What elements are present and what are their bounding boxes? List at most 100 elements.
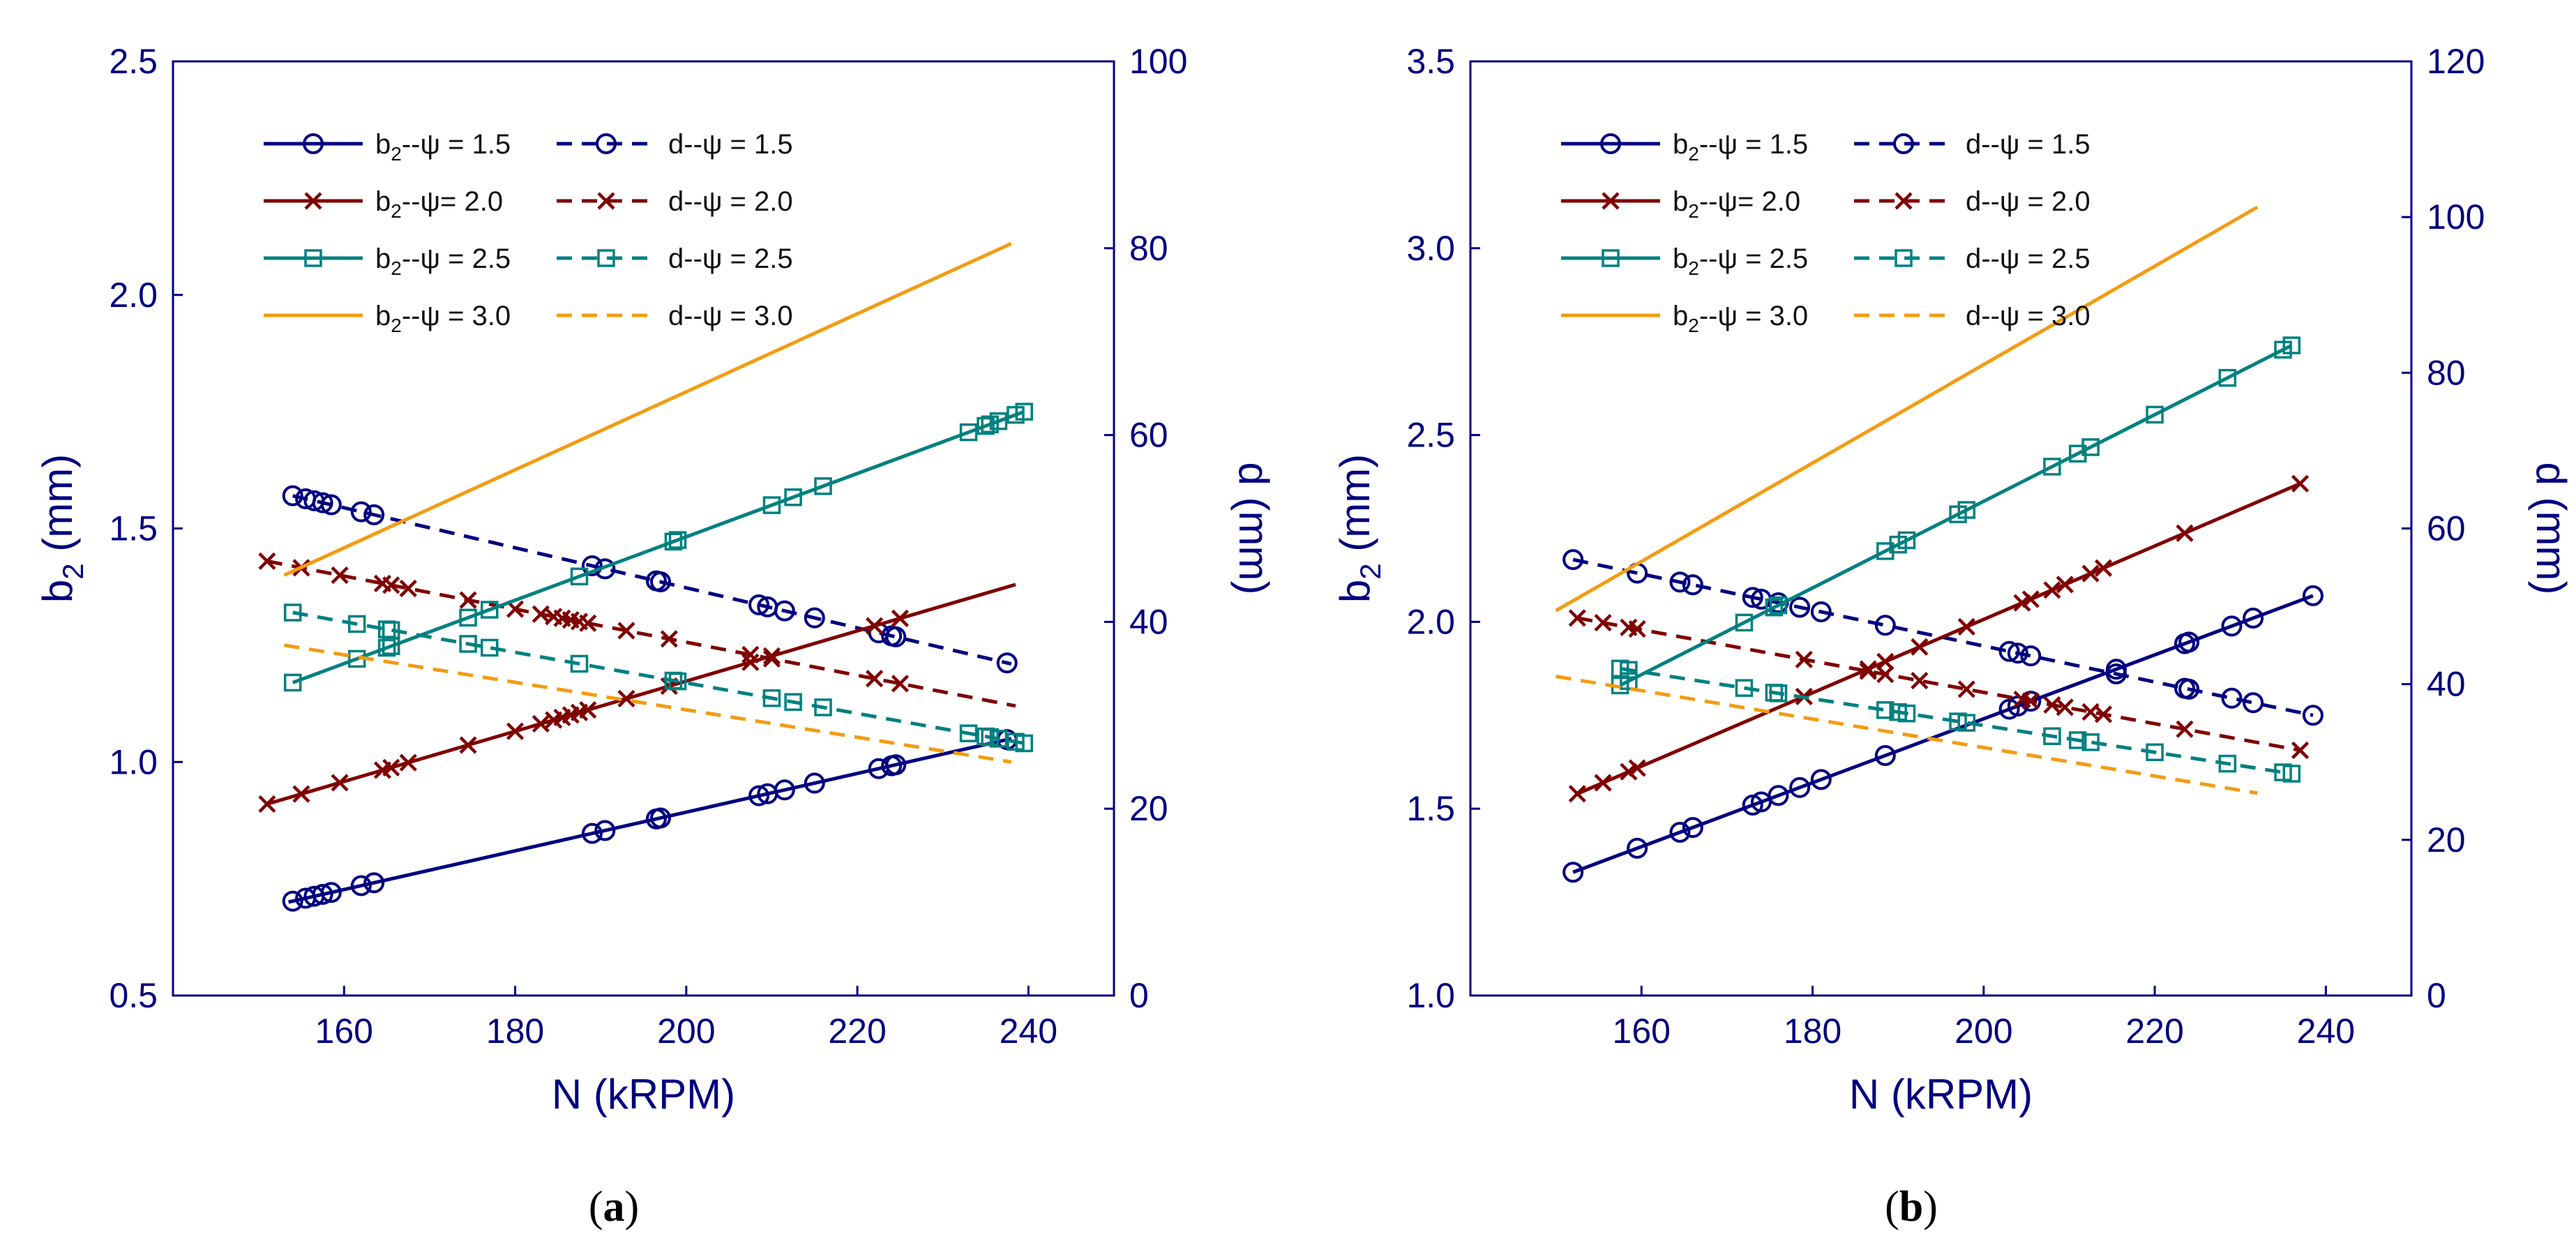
y-right-axis-label: d (mm): [2528, 463, 2575, 595]
data-point-marker: [1769, 684, 1788, 703]
data-point-marker: [350, 875, 372, 896]
data-point-marker: [258, 552, 276, 570]
legend-label: d--ψ = 1.5: [668, 129, 793, 160]
y-left-label-rest: (mm): [1332, 454, 1378, 564]
data-point-marker: [2243, 692, 2264, 714]
data-point-marker: [774, 779, 795, 801]
data-point-marker: [1876, 701, 1895, 719]
legend-label-b: b: [1673, 243, 1688, 274]
legend: b2--ψ = 1.5 d--ψ = 1.5b2--ψ= 2.0 d--ψ = 2.…: [1561, 129, 2091, 336]
legend-label: d--ψ = 2.5: [1966, 243, 2091, 274]
legend-label-sub: 2: [1688, 200, 1699, 222]
legend-label: b2--ψ = 2.5: [1673, 243, 1808, 279]
x-tick-label: 160: [315, 1012, 373, 1051]
legend-item: b2--ψ= 2.0: [264, 186, 503, 222]
legend-swatch-marker: [1895, 192, 1913, 210]
data-point-marker: [481, 638, 499, 657]
data-point-marker: [1765, 598, 1784, 617]
legend-label: d--ψ = 2.0: [668, 186, 793, 217]
y-right-tick-label: 20: [2427, 820, 2466, 859]
series-line: [1555, 205, 2259, 613]
data-point-marker: [885, 626, 907, 647]
data-point-marker: [312, 492, 333, 513]
data-point-marker: [2081, 564, 2100, 583]
data-point-marker: [1897, 531, 1916, 550]
data-point-marker: [399, 753, 417, 772]
data-point-marker: [2221, 687, 2243, 709]
data-point-marker: [2043, 727, 2061, 746]
data-point-marker: [650, 571, 672, 593]
panel-label: (b): [1885, 1183, 1938, 1231]
panel-label: (a): [589, 1183, 639, 1231]
legend-label-sub: 2: [1688, 143, 1699, 165]
series-b2-psi-2-0: [1568, 474, 2310, 803]
legend-swatch-marker: [1893, 133, 1914, 154]
data-point-marker: [1911, 638, 1929, 656]
data-point-marker: [459, 591, 477, 609]
data-point-marker: [668, 531, 687, 549]
legend: b2--ψ = 1.5 d--ψ = 1.5b2--ψ= 2.0 d--ψ = 2.…: [264, 129, 793, 336]
data-point-marker: [2146, 405, 2164, 424]
y-right-tick-label: 20: [1129, 789, 1168, 828]
panel-label-open: (: [589, 1183, 603, 1231]
data-point-marker: [1874, 745, 1896, 767]
y-right-tick-label: 40: [2427, 665, 2466, 704]
data-point-marker: [579, 701, 597, 719]
legend-swatch-marker: [304, 249, 322, 267]
panel-label-close: ): [625, 1183, 640, 1231]
legend-swatch-marker: [1600, 133, 1621, 154]
y-right-tick-label: 40: [1129, 602, 1168, 641]
legend-label-sub: 2: [1688, 257, 1699, 279]
legend-item: b2--ψ = 2.5: [264, 243, 511, 279]
series-line: [292, 610, 1025, 745]
legend-swatch-marker: [1895, 249, 1913, 267]
y-left-tick-label: 2.5: [109, 42, 158, 81]
data-point-marker: [1876, 652, 1895, 670]
data-point-marker: [1911, 672, 1929, 690]
series-b2-psi-3-0: [1555, 205, 2259, 613]
y-left-tick-label: 3.5: [1406, 42, 1455, 81]
data-point-marker: [1810, 769, 1832, 790]
data-point-marker: [1620, 661, 1638, 679]
data-point-marker: [283, 673, 302, 692]
legend-swatch-marker: [597, 249, 615, 267]
data-point-marker: [762, 647, 781, 665]
legend-label: b2--ψ = 3.0: [375, 301, 511, 336]
data-point-marker: [382, 758, 400, 776]
data-point-marker: [1957, 617, 1975, 636]
data-point-marker: [2302, 585, 2323, 606]
x-tick-label: 180: [486, 1012, 544, 1051]
data-point-marker: [741, 653, 760, 671]
legend-label-rest: --ψ = 3.0: [1699, 301, 1808, 331]
legend-swatch-marker: [1602, 192, 1620, 210]
data-point-marker: [1594, 774, 1612, 792]
legend-item: b2--ψ = 3.0: [1561, 301, 1808, 336]
data-point-marker: [2302, 705, 2323, 726]
y-left-tick-label: 1.0: [109, 742, 158, 781]
y-right-tick-label: 120: [2427, 42, 2485, 81]
y-left-label-rest: (mm): [34, 454, 81, 564]
data-point-marker: [347, 615, 366, 633]
data-point-marker: [1682, 817, 1703, 839]
data-point-marker: [282, 485, 303, 506]
data-point-marker: [350, 501, 372, 523]
legend-label-rest: --ψ= 2.0: [402, 186, 503, 217]
y-right-tick-label: 100: [1129, 42, 1187, 81]
data-point-marker: [774, 600, 795, 622]
series-group: [258, 241, 1033, 912]
data-point-marker: [660, 630, 678, 648]
data-point-marker: [377, 638, 396, 657]
data-point-marker: [382, 576, 400, 594]
legend-item: d--ψ = 2.5: [557, 243, 793, 274]
data-point-marker: [814, 477, 832, 495]
y-right-tick-label: 80: [1129, 229, 1168, 268]
legend-label-rest: --ψ = 3.0: [402, 301, 511, 331]
data-point-marker: [2043, 458, 2061, 476]
data-point-marker: [581, 823, 603, 844]
panel-label-letter: a: [603, 1183, 625, 1231]
y-right-tick-label: 60: [2427, 509, 2466, 548]
legend-label: d--ψ = 3.0: [1966, 301, 2091, 331]
legend-label-rest: --ψ = 2.5: [1699, 243, 1808, 274]
data-point-marker: [2068, 731, 2087, 749]
